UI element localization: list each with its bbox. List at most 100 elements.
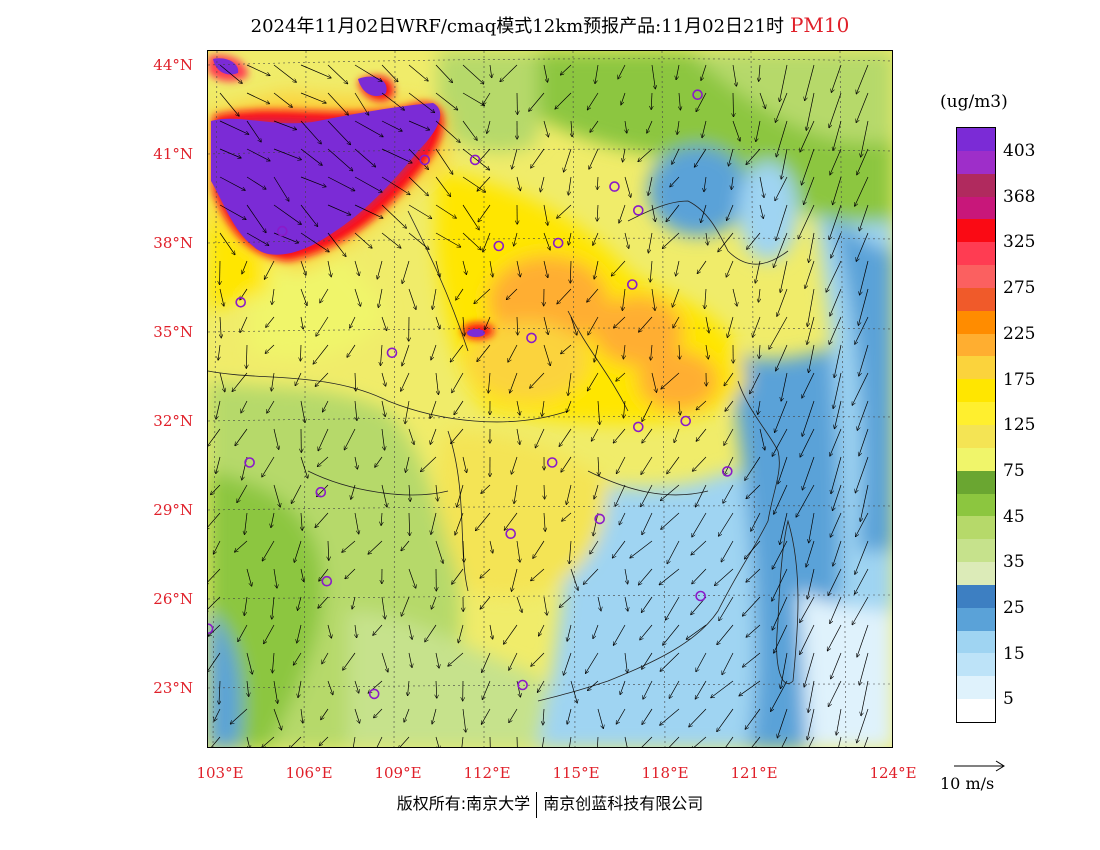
wind-arrow <box>833 372 842 408</box>
wind-arrow <box>663 232 680 248</box>
wind-arrow <box>856 232 869 261</box>
lon-label-115: 115°E <box>552 764 600 782</box>
wind-arrow <box>300 204 318 226</box>
wind-arrow <box>318 456 329 466</box>
color-scale-label: 403 <box>1003 141 1036 161</box>
wind-arrow <box>477 176 491 191</box>
wind-arrow <box>301 316 303 329</box>
wind-arrow <box>614 316 626 328</box>
wind-arrow <box>295 372 302 386</box>
wind-arrow <box>722 652 734 675</box>
wind-arrow <box>594 344 599 362</box>
wind-arrow <box>856 512 869 537</box>
wind-arrow <box>567 400 572 412</box>
wind-arrow <box>857 708 869 743</box>
wind-arrow <box>802 372 815 398</box>
wind-arrow <box>701 204 707 223</box>
wind-arrow <box>759 288 761 302</box>
wind-arrow <box>301 708 303 723</box>
wind-arrow <box>219 176 245 190</box>
wind-arrow <box>806 92 815 130</box>
wind-arrow <box>711 680 734 698</box>
wind-arrow <box>354 232 372 248</box>
wind-arrow <box>408 176 428 196</box>
wind-arrow <box>861 120 869 157</box>
wind-arrow <box>477 344 491 361</box>
wind-arrow <box>661 372 680 389</box>
wind-arrow <box>745 540 761 559</box>
wind-arrow <box>436 484 438 501</box>
wind-arrow <box>800 596 815 622</box>
wind-arrow <box>300 232 329 252</box>
wind-arrow <box>750 372 761 394</box>
wind-arrow <box>352 736 356 747</box>
wind-arrow <box>674 428 680 442</box>
wind-arrow <box>457 484 464 507</box>
wind-arrow <box>692 568 707 584</box>
wind-arrow <box>531 148 545 168</box>
wind-arrow <box>381 652 388 672</box>
wind-arrow <box>242 260 248 274</box>
wind-arrow <box>776 120 788 157</box>
wind-arrow <box>219 680 220 704</box>
wind-arrow <box>864 736 869 747</box>
color-scale-label: 75 <box>1003 460 1025 481</box>
color-scale-segment <box>957 493 995 517</box>
wind-arrow <box>616 708 626 724</box>
lon-label-124: 124°E <box>869 764 917 782</box>
wind-arrow <box>271 512 275 527</box>
wind-arrow <box>262 736 275 747</box>
wind-arrow <box>454 400 464 415</box>
wind-arrow <box>514 484 518 503</box>
wind-arrow <box>219 64 242 83</box>
color-scale-segment <box>957 265 995 288</box>
city-marker <box>632 205 644 216</box>
wind-arrow <box>381 64 398 82</box>
wind-arrow <box>328 540 329 560</box>
wind-arrow <box>514 232 518 246</box>
wind-arrow <box>381 316 387 330</box>
wind-arrow <box>776 204 788 240</box>
lon-label-106: 106°E <box>285 764 333 782</box>
wind-arrow <box>245 512 248 534</box>
wind-arrow <box>318 596 329 608</box>
lon-label-112: 112°E <box>463 764 511 782</box>
lon-label-118: 118°E <box>641 764 689 782</box>
copyright-owner: 版权所有:南京大学 <box>396 794 531 813</box>
color-scale-segment <box>957 310 995 334</box>
city-marker <box>419 154 430 166</box>
wind-arrow <box>724 372 734 386</box>
wind-arrow <box>808 736 815 747</box>
wind-arrow <box>313 344 329 364</box>
wind-arrow <box>641 456 653 474</box>
wind-arrow <box>543 204 548 225</box>
wind-arrow <box>481 484 491 493</box>
wind-arrow <box>489 260 493 277</box>
wind-arrow <box>482 708 491 724</box>
wind-arrow <box>651 64 655 89</box>
wind-arrow <box>543 316 548 334</box>
wind-arrow <box>696 484 707 507</box>
wind-arrow <box>751 512 761 531</box>
wind-arrow <box>772 596 788 630</box>
wind-arrow <box>511 456 518 474</box>
city-marker <box>315 486 327 498</box>
wind-arrow <box>208 596 221 612</box>
wind-arrow <box>639 316 653 332</box>
wind-arrow <box>691 540 707 555</box>
wind-arrow <box>343 652 356 670</box>
city-marker <box>632 421 644 433</box>
wind-arrow <box>775 92 788 122</box>
wind-arrow <box>598 400 600 424</box>
wind-arrow <box>759 428 765 450</box>
wind-arrow <box>780 512 788 544</box>
color-scale-segment <box>957 676 995 700</box>
wind-arrow <box>246 176 266 189</box>
wind-arrow <box>408 652 412 667</box>
wind-arrow <box>616 372 626 381</box>
wind-arrow <box>273 484 280 507</box>
wind-arrow <box>758 400 760 414</box>
wind-arrow <box>320 288 329 303</box>
wind-arrow <box>267 400 275 413</box>
color-scale-label: 125 <box>1003 415 1036 436</box>
